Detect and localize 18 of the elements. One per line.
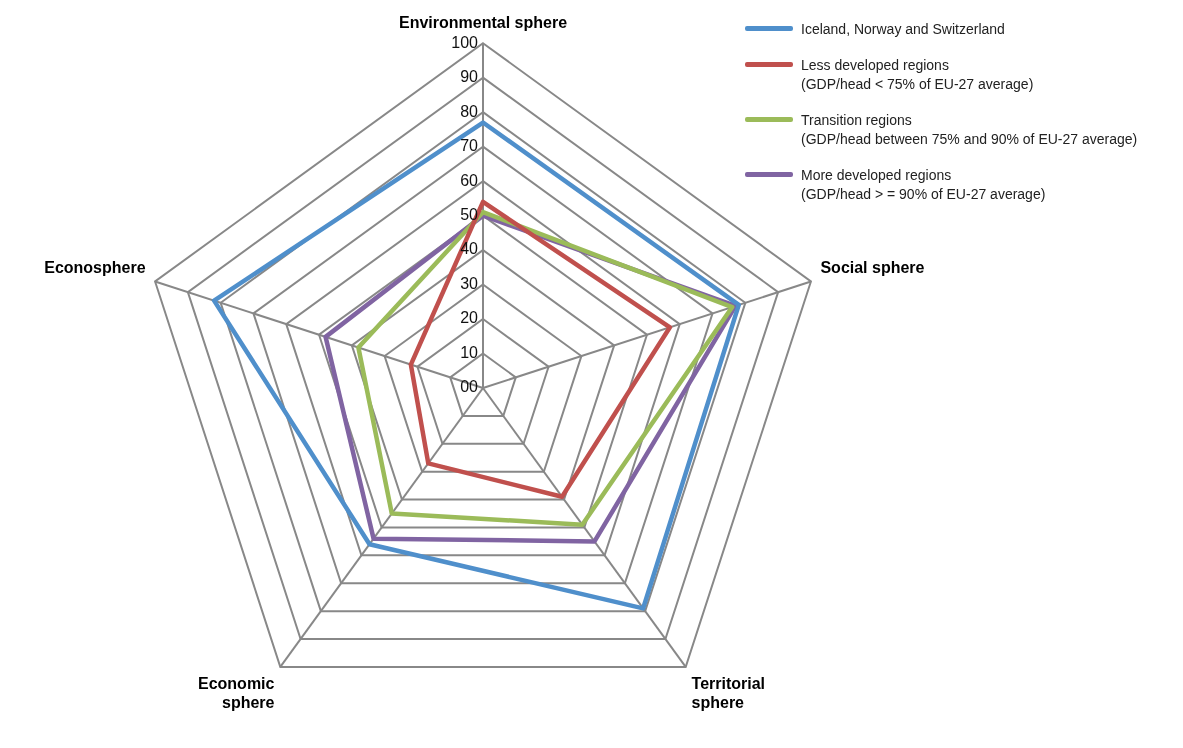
spoke-label: Econosphere [44,259,146,277]
spoke-label: Territorial sphere [691,675,766,712]
y-tick-label: 30 [460,274,479,292]
spoke-label: Social sphere [820,259,925,277]
legend-label: Less developed regions (GDP/head < 75% of EU-27 average) [801,56,1034,94]
y-tick-label: 00 [460,378,479,396]
y-tick-label: 90 [460,68,479,86]
y-tick-label: 10 [460,343,479,361]
y-tick-label: 80 [460,102,479,120]
spoke-label: Economic sphere [197,675,275,712]
legend-label: Iceland, Norway and Switzerland [801,20,1005,39]
y-tick-label: 60 [460,171,479,189]
y-tick-label: 70 [460,137,479,155]
y-tick-label: 20 [460,309,479,327]
y-tick-label: 100 [451,33,479,51]
legend-label: More developed regions (GDP/head > = 90% of EU-27 average) [801,166,1046,204]
spoke-label: Environmental sphere [398,14,568,32]
legend-label: Transition regions (GDP/head between 75% and 90% of EU-27 average) [801,111,1138,149]
